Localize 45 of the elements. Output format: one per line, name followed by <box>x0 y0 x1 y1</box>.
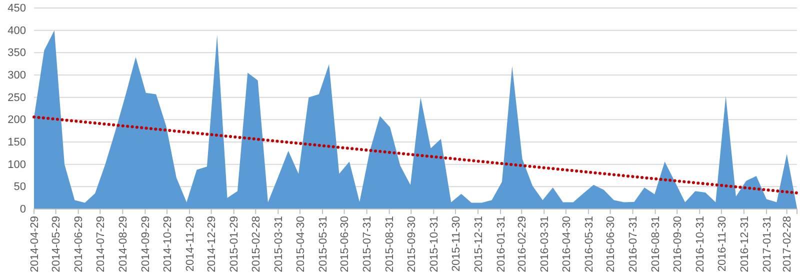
x-tick-label: 2015-02-28 <box>250 216 262 272</box>
y-tick-label: 300 <box>8 70 26 82</box>
x-tick-label: 2016-12-31 <box>738 216 751 272</box>
x-tick-label: 2015-03-31 <box>273 216 286 272</box>
x-tick-label: 2014-07-29 <box>94 216 107 272</box>
y-tick-label: 400 <box>8 24 26 37</box>
x-tick-label: 2014-12-29 <box>206 216 218 272</box>
x-tick-label: 2016-11-30 <box>716 216 728 272</box>
x-tick-label: 2014-04-29 <box>28 216 41 272</box>
y-tick-label: 150 <box>8 136 26 149</box>
y-tick-label: 450 <box>8 2 26 15</box>
y-tick-label: 50 <box>14 181 26 194</box>
x-tick-label: 2015-10-31 <box>428 216 441 272</box>
x-tick-label: 2015-12-31 <box>472 216 485 272</box>
x-tick-label: 2016-05-31 <box>583 216 596 272</box>
x-tick-label: 2014-06-29 <box>73 216 86 272</box>
x-tick-label: 2014-09-29 <box>140 216 152 272</box>
x-tick-label: 2016-03-31 <box>538 216 551 272</box>
x-tick-label: 2014-08-29 <box>118 216 130 272</box>
y-tick-label: 200 <box>8 114 26 126</box>
x-tick-label: 2015-11-30 <box>450 216 462 272</box>
x-tick-label: 2015-09-30 <box>406 216 418 272</box>
x-tick-label: 2016-08-31 <box>650 216 662 272</box>
y-tick-label: 350 <box>8 47 26 60</box>
x-tick-label: 2015-04-30 <box>294 216 307 272</box>
x-tick-label: 2014-05-29 <box>50 216 63 272</box>
x-tick-label: 2016-04-30 <box>560 216 573 272</box>
x-tick-label: 2014-11-29 <box>184 216 196 272</box>
x-tick-label: 2016-02-29 <box>516 216 528 272</box>
x-tick-label: 2016-09-30 <box>672 216 684 272</box>
y-tick-label: 0 <box>20 204 26 216</box>
x-tick-label: 2015-08-31 <box>384 216 396 272</box>
x-tick-label: 2015-07-31 <box>362 216 374 272</box>
x-tick-label: 2015-05-31 <box>317 216 330 272</box>
x-tick-label: 2015-01-29 <box>228 216 241 272</box>
x-tick-label: 2016-07-31 <box>628 216 640 272</box>
x-tick-label: 2017-01-31 <box>761 216 774 272</box>
x-tick-label: 2016-01-31 <box>495 216 508 272</box>
x-tick-label: 2017-02-28 <box>782 216 794 272</box>
x-tick-label: 2014-10-29 <box>162 216 174 272</box>
x-tick-label: 2016-06-30 <box>605 216 618 272</box>
x-tick-label: 2016-10-31 <box>694 216 706 272</box>
y-tick-label: 100 <box>8 158 26 171</box>
y-tick-label: 250 <box>8 92 26 104</box>
x-tick-label: 2015-06-30 <box>339 216 352 272</box>
